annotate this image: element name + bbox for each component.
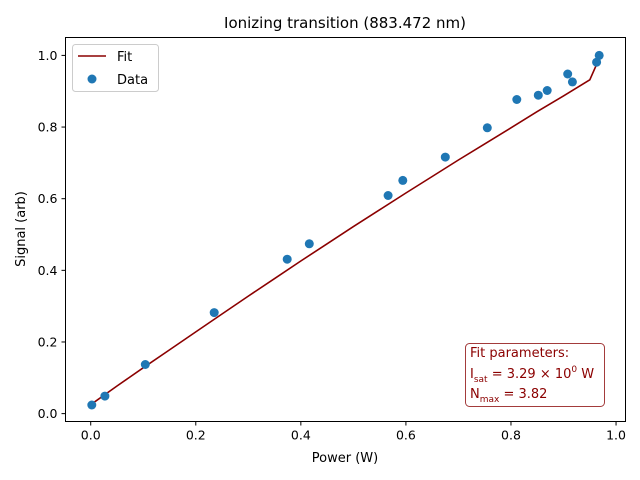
y-tick-label: 0.6: [38, 191, 58, 206]
y-tick-label: 0.8: [38, 120, 58, 135]
data-point: [383, 191, 393, 200]
nmax-subscript: max: [480, 395, 500, 405]
isat-exponent: 0: [571, 365, 577, 375]
data-point: [209, 308, 219, 318]
y-tick-label: 1.0: [38, 48, 58, 63]
data-point: [563, 69, 573, 79]
data-point: [398, 175, 408, 185]
legend-data-label: Data: [117, 73, 148, 88]
data-point: [87, 400, 97, 410]
data-point: [592, 57, 602, 67]
data-point: [567, 77, 577, 87]
legend-fit-label: Fit: [117, 50, 132, 65]
data-point: [140, 360, 150, 369]
data-point: [533, 90, 543, 100]
data-point: [440, 152, 450, 162]
isat-times: × 10: [536, 367, 572, 382]
data-point: [594, 50, 604, 60]
plot-area: [65, 37, 626, 422]
data-point: [542, 86, 552, 95]
plot-frame: [65, 37, 626, 422]
fit-parameters-frame: [465, 343, 605, 407]
x-tick-label: 0.6: [396, 428, 416, 443]
isat-value: = 3.29: [488, 367, 536, 382]
x-tick-label: 0.0: [81, 428, 101, 443]
fit-parameters-heading: Fit parameters:: [470, 346, 569, 361]
y-axis: 0.0 0.2 0.4 0.6 0.8 1.0: [38, 48, 66, 421]
data-point: [482, 123, 492, 133]
x-axis: 0.0 0.2 0.4 0.6 0.8 1.0: [81, 421, 626, 443]
y-tick-label: 0.2: [38, 334, 58, 349]
fit-parameter-nmax: Nmax = 3.82: [470, 387, 547, 405]
fit-parameters-box: Fit parameters: Isat = 3.29 × 100 W Nmax…: [465, 343, 605, 407]
isat-unit: W: [577, 367, 594, 382]
fit-layer: [90, 55, 602, 406]
fit-parameter-isat: Isat = 3.29 × 100 W: [470, 365, 594, 385]
fit-line: [90, 55, 602, 406]
legend-data-swatch: [87, 74, 97, 84]
data-point: [282, 254, 292, 264]
data-point: [512, 95, 522, 104]
y-tick-label: 0.4: [38, 263, 58, 278]
x-tick-label: 0.4: [291, 428, 311, 443]
nmax-name: N: [470, 387, 480, 402]
x-axis-label: Power (W): [312, 451, 378, 466]
x-tick-label: 0.2: [186, 428, 206, 443]
isat-subscript: sat: [474, 375, 488, 385]
x-tick-label: 1.0: [606, 428, 626, 443]
data-layer: [87, 50, 604, 410]
y-axis-label: Signal (arb): [14, 191, 29, 267]
nmax-value: = 3.82: [499, 387, 547, 402]
legend: Fit Data: [72, 44, 159, 92]
y-tick-label: 0.0: [38, 406, 58, 421]
isat-name: I: [470, 367, 474, 382]
data-point: [304, 239, 314, 249]
data-point: [100, 391, 110, 401]
chart-title: Ionizing transition (883.472 nm): [224, 14, 466, 32]
x-tick-label: 0.8: [501, 428, 521, 443]
